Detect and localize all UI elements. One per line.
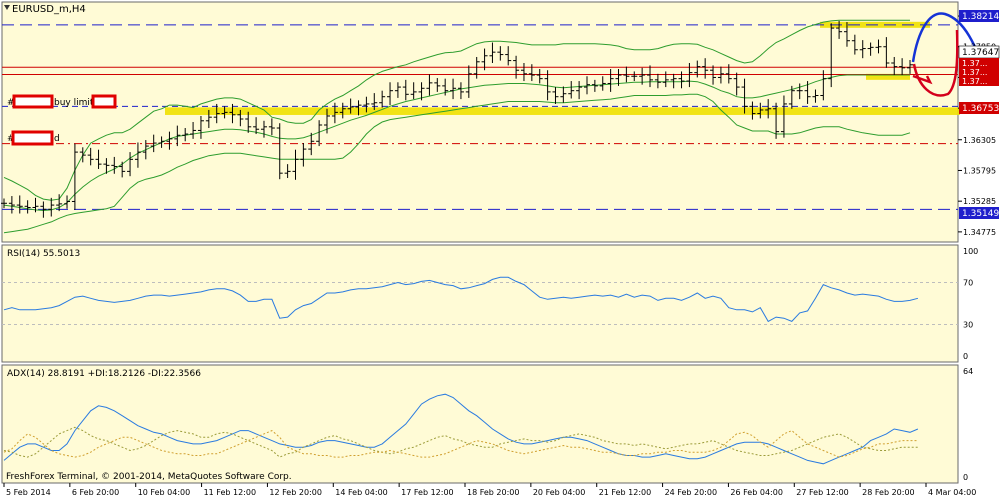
- plus-di-line: [3, 426, 918, 458]
- time-tick-label: 4 Mar 04:00: [928, 488, 976, 497]
- price-tag-red-1: [959, 58, 999, 68]
- adx-panel-background: [1, 364, 959, 484]
- red-arrowhead-icon: [912, 74, 933, 85]
- price-tag-red-3: [959, 76, 999, 86]
- time-tick-label: 20 Feb 04:00: [533, 488, 585, 497]
- rsi-panel-background: [1, 244, 959, 363]
- price-tag-red-1-text: 1.37...: [962, 59, 987, 68]
- time-tick-label: 5 Feb 2014: [6, 488, 51, 497]
- order-suffix-label: d: [54, 134, 60, 144]
- adx-axis: 64 0: [963, 367, 973, 482]
- price-tags: 1.38214 1.37647 1.37... 1.37... 1.37... …: [958, 10, 999, 219]
- price-tick-label: 1.34775: [963, 228, 996, 237]
- time-tick-label: 6 Feb 20:00: [72, 488, 119, 497]
- price-tag-red-2-text: 1.37...: [962, 68, 987, 77]
- price-tick-label: 1.35795: [963, 166, 996, 175]
- red-forecast-arrow: [912, 29, 959, 97]
- time-tick-label: 11 Feb 12:00: [204, 488, 256, 497]
- price-tag-resistance-text: 1.38214: [962, 12, 999, 22]
- chart-title: EURUSD_m,H4: [12, 4, 86, 15]
- time-tick-label: 18 Feb 20:00: [467, 488, 519, 497]
- bollinger-band-1: [3, 74, 910, 212]
- support-zone: [165, 107, 960, 115]
- redacted-order-box-3: [11, 130, 54, 146]
- horizontal-levels-group: [2, 24, 958, 210]
- rsi-line: [3, 276, 919, 323]
- adx-tick-label: 0: [963, 473, 968, 482]
- time-tick-label: 17 Feb 12:00: [401, 488, 453, 497]
- time-tick-label: 28 Feb 20:00: [862, 488, 914, 497]
- price-tag-support: [959, 102, 999, 114]
- time-axis: 5 Feb 2014 6 Feb 20:00 10 Feb 04:00 11 Feb …: [3, 483, 976, 497]
- buy-limit-label: buy limit: [54, 98, 94, 108]
- adx-lines-group: [3, 393, 919, 465]
- rsi-title: RSI(14) 55.5013: [7, 249, 80, 259]
- time-tick-label: 12 Feb 20:00: [269, 488, 321, 497]
- rsi-tick-label: 70: [963, 279, 973, 288]
- redacted-order-box-2: [91, 94, 117, 109]
- down-triangle-icon: [4, 5, 10, 10]
- price-tag-red-3-text: 1.37...: [962, 77, 987, 86]
- price-tag-resistance: [959, 10, 999, 22]
- rsi-tick-label: 30: [963, 321, 973, 330]
- price-tag-red-2: [959, 67, 999, 77]
- time-tick-label: 10 Feb 04:00: [138, 488, 190, 497]
- price-tick-label: 1.35285: [963, 197, 996, 206]
- price-tag-current-text: 1.37647: [962, 48, 999, 58]
- price-tick-label: 1.36305: [963, 136, 996, 145]
- price-tag-low-text: 1.35149: [962, 209, 999, 219]
- rsi-tick-label: 100: [963, 247, 978, 256]
- price-tag-low: [959, 207, 999, 219]
- time-tick-label: 26 Feb 04:00: [730, 488, 782, 497]
- bollinger-band-0: [3, 19, 910, 201]
- bollinger-band-2: [3, 93, 911, 234]
- main-panel-background: [1, 1, 959, 243]
- time-tick-label: 24 Feb 20:00: [665, 488, 717, 497]
- time-tick-label: 21 Feb 12:00: [599, 488, 651, 497]
- footer-copyright: FreshForex Terminal, © 2001-2014, MetaQu…: [6, 472, 292, 482]
- rsi-tick-label: 0: [963, 352, 968, 361]
- bollinger-bands-group: [3, 19, 911, 234]
- order-hash-2: #: [7, 134, 15, 144]
- time-tick-label: 27 Feb 12:00: [796, 488, 848, 497]
- rsi-axis: 100 70 30 0: [963, 247, 978, 361]
- adx-line: [3, 393, 919, 465]
- time-tick-label: 14 Feb 04:00: [335, 488, 387, 497]
- rsi-lines-group: [2, 276, 958, 325]
- price-bars-group: [1, 20, 913, 218]
- current-zone: [866, 73, 910, 80]
- redacted-order-box-1: [12, 94, 54, 109]
- adx-title: ADX(14) 28.8191 +DI:18.2126 -DI:22.3566: [7, 369, 201, 379]
- order-hash-1: #: [7, 98, 15, 108]
- adx-tick-label: 64: [963, 367, 973, 376]
- price-tag-support-text: 1.36753: [962, 104, 999, 114]
